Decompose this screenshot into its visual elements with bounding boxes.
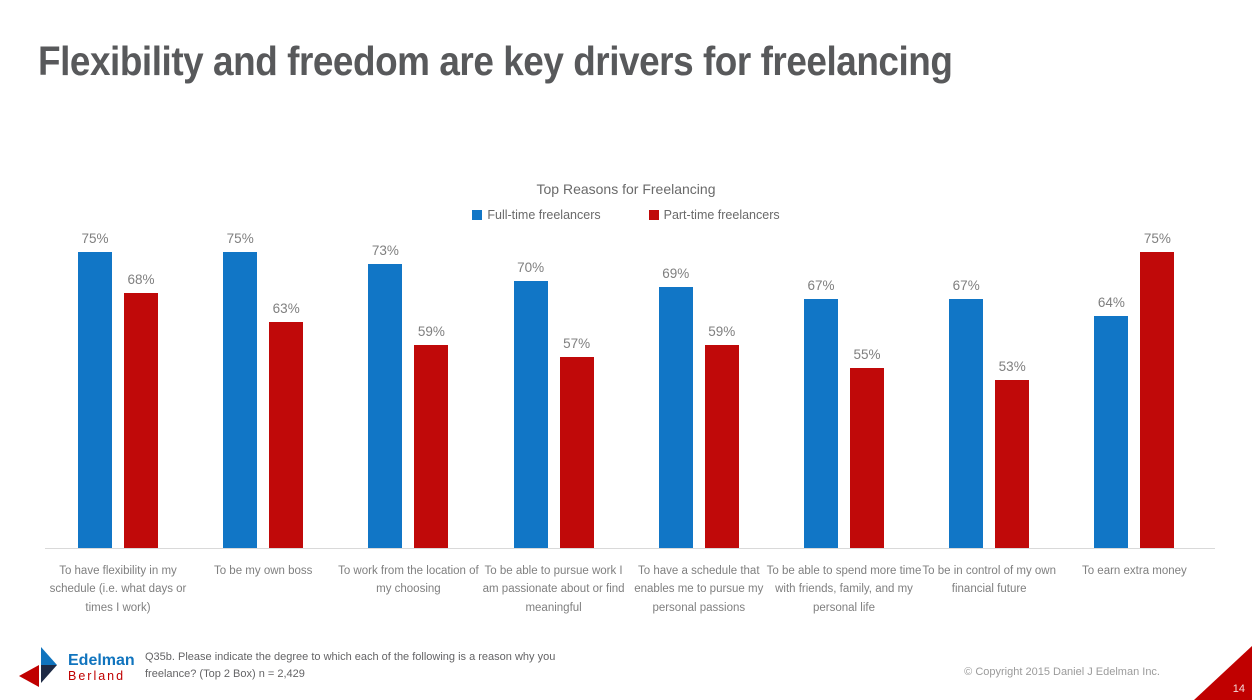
legend-swatch-blue-icon — [472, 210, 483, 220]
bar-full-time-6: 67% — [804, 278, 838, 548]
category-label-3: To work from the location of my choosing — [338, 565, 479, 596]
category-label-1: To have flexibility in my schedule (i.e.… — [49, 565, 187, 614]
bar-full-time-5: 69% — [658, 266, 693, 548]
logo-wordmark: Edelman Berland — [68, 652, 135, 683]
footnote: Q35b. Please indicate the degree to whic… — [145, 649, 555, 682]
bar-part-time-7: 53% — [995, 359, 1030, 548]
bar-full-time-7: 67% — [949, 278, 984, 548]
chart-title: Top Reasons for Freelancing — [536, 181, 716, 197]
bar-value-label: 53% — [998, 358, 1026, 374]
legend-label-part-time: Part-time freelancers — [663, 208, 780, 222]
bar-value-label: 70% — [517, 260, 545, 276]
legend-item-full-time: Full-time freelancers — [472, 208, 601, 222]
bar-value-label: 75% — [1143, 231, 1171, 247]
page-number: 14 — [1232, 683, 1245, 695]
bar-group-8: 64% 75% — [1062, 223, 1207, 548]
bar-value-label: 68% — [127, 271, 155, 287]
bar-value-label: 75% — [226, 231, 254, 247]
logo-text-berland: Berland — [68, 668, 126, 683]
bar-value-label: 63% — [272, 300, 300, 316]
bar-group-1: 75% 68% — [46, 223, 191, 548]
category-label-4: To be able to pursue work I am passionat… — [482, 565, 625, 614]
bar-part-time-3: 59% — [414, 324, 449, 548]
bar-group-7: 67% 53% — [917, 223, 1062, 548]
bar-group-3: 73% 59% — [336, 223, 481, 548]
copyright-text: © Copyright 2015 Daniel J Edelman Inc. — [964, 666, 1160, 678]
bar-value-label: 69% — [662, 266, 690, 281]
edelman-berland-logo: Edelman Berland — [16, 644, 135, 692]
category-label-7: To be in control of my own financial fut… — [922, 565, 1056, 596]
edelman-berland-logo-mark-icon — [19, 647, 57, 687]
category-label-2: To be my own boss — [213, 565, 313, 577]
bar-group-6: 67% 55% — [772, 223, 917, 548]
bar-full-time-1: 75% — [78, 231, 112, 548]
footnote-line-1: Q35b. Please indicate the degree to whic… — [145, 651, 556, 663]
bar-part-time-5: 59% — [704, 324, 739, 548]
bar-value-label: 59% — [708, 324, 736, 339]
bar-full-time-3: 73% — [368, 243, 403, 548]
bar-value-label: 75% — [81, 231, 109, 247]
logo-text-edelman: Edelman — [68, 652, 135, 670]
bar-part-time-8: 75% — [1140, 231, 1175, 548]
bar-value-label: 67% — [807, 277, 835, 293]
footnote-line-2: freelance? (Top 2 Box) n = 2,429 — [145, 667, 305, 680]
bar-value-label: 64% — [1097, 295, 1125, 310]
bar-value-label: 57% — [563, 335, 591, 351]
bar-group-2: 75% 63% — [191, 223, 336, 548]
category-label-5: To have a schedule that enables me to pu… — [634, 565, 764, 614]
bar-part-time-6: 55% — [850, 347, 884, 548]
category-label-8: To earn extra money — [1081, 565, 1187, 577]
chart-legend: Full-time freelancers Part-time freelanc… — [0, 208, 1252, 222]
bar-full-time-2: 75% — [223, 231, 258, 548]
category-label-6: To be able to spend more time with frien… — [766, 565, 922, 614]
bar-full-time-8: 64% — [1094, 295, 1129, 548]
x-axis-line — [45, 548, 1215, 549]
page-corner-triangle-icon — [1194, 646, 1252, 700]
bar-full-time-4: 70% — [513, 260, 548, 548]
legend-label-full-time: Full-time freelancers — [487, 208, 601, 222]
legend-item-part-time: Part-time freelancers — [648, 208, 780, 222]
bar-group-4: 70% 57% — [481, 223, 626, 548]
bar-part-time-2: 63% — [269, 301, 304, 548]
bar-value-label: 59% — [417, 324, 445, 339]
legend-swatch-red-icon — [648, 210, 659, 220]
bar-group-5: 69% 59% — [626, 223, 771, 548]
slide-title: Flexibility and freedom are key drivers … — [38, 38, 953, 84]
bar-value-label: 73% — [371, 242, 399, 258]
bar-part-time-4: 57% — [559, 336, 594, 548]
bar-part-time-1: 68% — [124, 272, 158, 548]
bar-value-label: 55% — [853, 347, 881, 363]
bar-value-label: 67% — [952, 277, 980, 293]
